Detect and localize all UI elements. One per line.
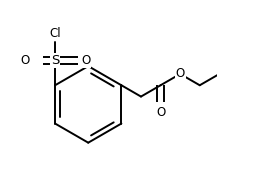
- Text: S: S: [51, 54, 59, 67]
- Text: O: O: [81, 54, 90, 67]
- Text: O: O: [20, 54, 29, 67]
- Text: O: O: [176, 68, 185, 80]
- Text: O: O: [156, 106, 165, 119]
- Text: Cl: Cl: [49, 27, 61, 40]
